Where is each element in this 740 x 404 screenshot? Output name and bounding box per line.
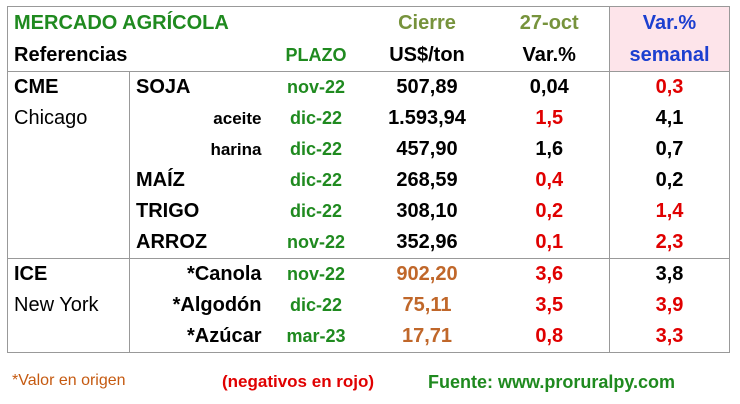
row: ICE *Canola nov-22 902,20 3,6 3,8 <box>7 258 730 290</box>
var: 0,4 <box>535 169 564 191</box>
term: nov-22 <box>267 71 365 103</box>
price: 902,20 <box>364 258 490 290</box>
term: dic-22 <box>289 170 343 190</box>
row: New York *Algodón dic-22 75,11 3,5 3,9 <box>8 290 730 321</box>
exchange <box>8 134 130 165</box>
var: 1,6 <box>535 138 564 160</box>
var-weekly-header: Var.% <box>609 6 730 39</box>
var-header: Var.% <box>522 43 576 66</box>
date: 27-oct <box>519 11 579 34</box>
var-weekly: 3,9 <box>609 290 730 321</box>
row: harina dic-22 457,90 1,6 0,7 <box>8 134 730 165</box>
exchange <box>8 165 130 196</box>
product: MAÍZ <box>129 165 268 196</box>
var: 0,8 <box>535 325 564 347</box>
exchange <box>8 227 130 259</box>
product: TRIGO <box>129 196 268 227</box>
var: 0,1 <box>535 231 564 253</box>
var: 0,04 <box>489 71 610 103</box>
negatives-note: (negativos en rojo) <box>222 372 375 391</box>
product: harina <box>129 134 268 165</box>
footer: *Valor en origen (negativos en rojo) Fue… <box>0 368 740 398</box>
term: dic-22 <box>289 295 343 315</box>
term: nov-22 <box>286 232 346 252</box>
price: 308,10 <box>396 200 458 222</box>
term: dic-22 <box>289 108 343 128</box>
unit-header: US$/ton <box>389 43 465 66</box>
price: 457,90 <box>396 138 458 160</box>
close: Cierre <box>398 11 456 34</box>
var-weekly: 4,1 <box>609 103 730 134</box>
row: Chicago aceite dic-22 1.593,94 1,5 4,1 <box>8 103 730 134</box>
var-weekly: 0,3 <box>609 71 730 103</box>
exchange <box>8 196 130 227</box>
term-header: PLAZO <box>285 44 347 65</box>
price: 75,11 <box>402 294 452 316</box>
product: *Azúcar <box>129 321 268 353</box>
product: *Canola <box>129 258 268 290</box>
term: dic-22 <box>289 139 343 159</box>
row: TRIGO dic-22 308,10 0,2 1,4 <box>8 196 730 227</box>
var-weekly: 3,8 <box>609 258 730 290</box>
var-weekly: 0,2 <box>609 165 730 196</box>
header-row: Referencias PLAZO US$/ton Var.% semanal <box>8 39 730 72</box>
price: 507,89 <box>364 71 490 103</box>
note: *Valor en origen <box>12 372 126 389</box>
product: aceite <box>129 103 268 134</box>
term: mar-23 <box>286 326 346 346</box>
price: 268,59 <box>396 169 458 191</box>
row: *Azúcar mar-23 17,71 0,8 3,3 <box>8 321 730 353</box>
header-row: MERCADO AGRÍCOLA Cierre 27-oct Var.% <box>8 6 730 39</box>
row: MAÍZ dic-22 268,59 0,4 0,2 <box>8 165 730 196</box>
var: 3,6 <box>489 258 610 290</box>
exchange: New York <box>14 294 99 316</box>
references: Referencias <box>14 43 128 66</box>
row: CME SOJA nov-22 507,89 0,04 0,3 <box>7 71 730 103</box>
var-weekly: 2,3 <box>609 227 730 259</box>
title: MERCADO AGRÍCOLA <box>14 11 229 34</box>
product: SOJA <box>129 71 268 103</box>
source: Fuente: www.proruralpy.com <box>428 372 676 392</box>
price: 1.593,94 <box>388 107 466 129</box>
var: 3,5 <box>535 294 564 316</box>
term: dic-22 <box>289 201 343 221</box>
var: 0,2 <box>535 200 564 222</box>
var: 1,5 <box>535 107 564 129</box>
exchange <box>8 321 130 353</box>
var-weekly-header: semanal <box>609 39 730 72</box>
term: nov-22 <box>267 258 365 290</box>
exchange: Chicago <box>14 107 88 129</box>
market-table: MERCADO AGRÍCOLA Cierre 27-oct Var.% Ref… <box>7 6 730 353</box>
var-weekly: 0,7 <box>609 134 730 165</box>
var-weekly: 1,4 <box>609 196 730 227</box>
product: ARROZ <box>129 227 268 259</box>
var-weekly: 3,3 <box>609 321 730 353</box>
product: *Algodón <box>129 290 268 321</box>
price: 352,96 <box>396 231 458 253</box>
row: ARROZ nov-22 352,96 0,1 2,3 <box>8 227 730 259</box>
exchange: CME <box>7 71 130 103</box>
price: 17,71 <box>401 325 453 347</box>
exchange: ICE <box>7 258 130 290</box>
